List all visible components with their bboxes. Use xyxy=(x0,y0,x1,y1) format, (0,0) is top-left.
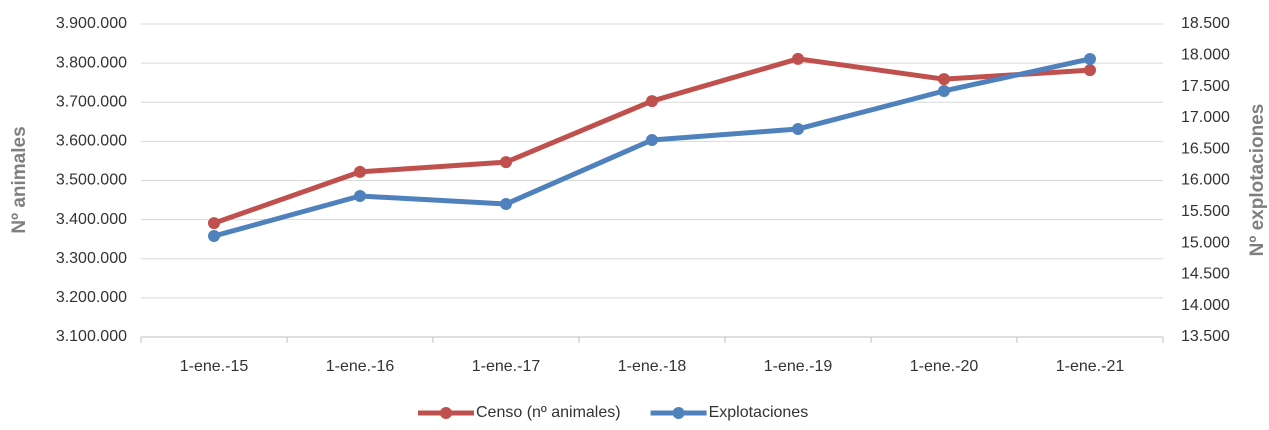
y-tick-label: 3.300.000 xyxy=(56,250,127,267)
point xyxy=(792,122,804,135)
point xyxy=(1084,64,1096,77)
y2-tick-label: 15.500 xyxy=(1181,203,1230,220)
y-tick-label: 3.500.000 xyxy=(56,172,127,189)
point xyxy=(1084,52,1096,65)
y-tick-label: 3.200.000 xyxy=(56,289,127,306)
x-tick-label: 1-ene.-15 xyxy=(180,358,249,375)
y-tick-label: 3.700.000 xyxy=(56,93,127,110)
y2-tick-label: 18.500 xyxy=(1181,15,1230,32)
y2-tick-label: 14.500 xyxy=(1181,266,1230,283)
point xyxy=(354,165,366,178)
y2-tick-label: 16.000 xyxy=(1181,172,1230,189)
y2-tick-label: 17.500 xyxy=(1181,78,1230,95)
legend-label: Censo (nº animales) xyxy=(476,404,621,421)
x-tick-label: 1-ene.-18 xyxy=(618,358,687,375)
y2-tick-label: 16.500 xyxy=(1181,140,1230,157)
y-tick-label: 3.900.000 xyxy=(56,15,127,32)
y2-tick-label: 18.000 xyxy=(1181,47,1230,64)
x-tick-label: 1-ene.-21 xyxy=(1056,358,1125,375)
point xyxy=(938,73,950,86)
x-tick-label: 1-ene.-19 xyxy=(764,358,833,375)
legend-label: Explotaciones xyxy=(709,404,809,421)
point xyxy=(208,230,220,243)
y2-axis-title: Nº explotaciones xyxy=(1247,104,1268,257)
point xyxy=(208,217,220,230)
x-tick-label: 1-ene.-16 xyxy=(326,358,395,375)
point xyxy=(354,190,366,203)
x-tick-label: 1-ene.-17 xyxy=(472,358,541,375)
y2-tick-label: 17.000 xyxy=(1181,109,1230,126)
y-tick-label: 3.400.000 xyxy=(56,211,127,228)
y-tick-label: 3.100.000 xyxy=(56,328,127,345)
y-tick-label: 3.600.000 xyxy=(56,133,127,150)
legend-marker xyxy=(672,407,685,419)
point xyxy=(500,197,512,210)
y2-tick-label: 13.500 xyxy=(1181,328,1230,345)
point xyxy=(792,52,804,65)
y2-tick-label: 15.000 xyxy=(1181,234,1230,251)
point xyxy=(938,84,950,97)
legend-marker xyxy=(440,407,452,419)
x-tick-label: 1-ene.-20 xyxy=(910,358,979,375)
y2-tick-label: 14.000 xyxy=(1181,297,1230,314)
y-tick-label: 3.800.000 xyxy=(56,54,127,71)
point xyxy=(646,133,658,146)
series-line xyxy=(213,56,1091,239)
point xyxy=(646,95,658,108)
point xyxy=(500,156,512,169)
y-axis-title: Nº animales xyxy=(9,126,30,233)
